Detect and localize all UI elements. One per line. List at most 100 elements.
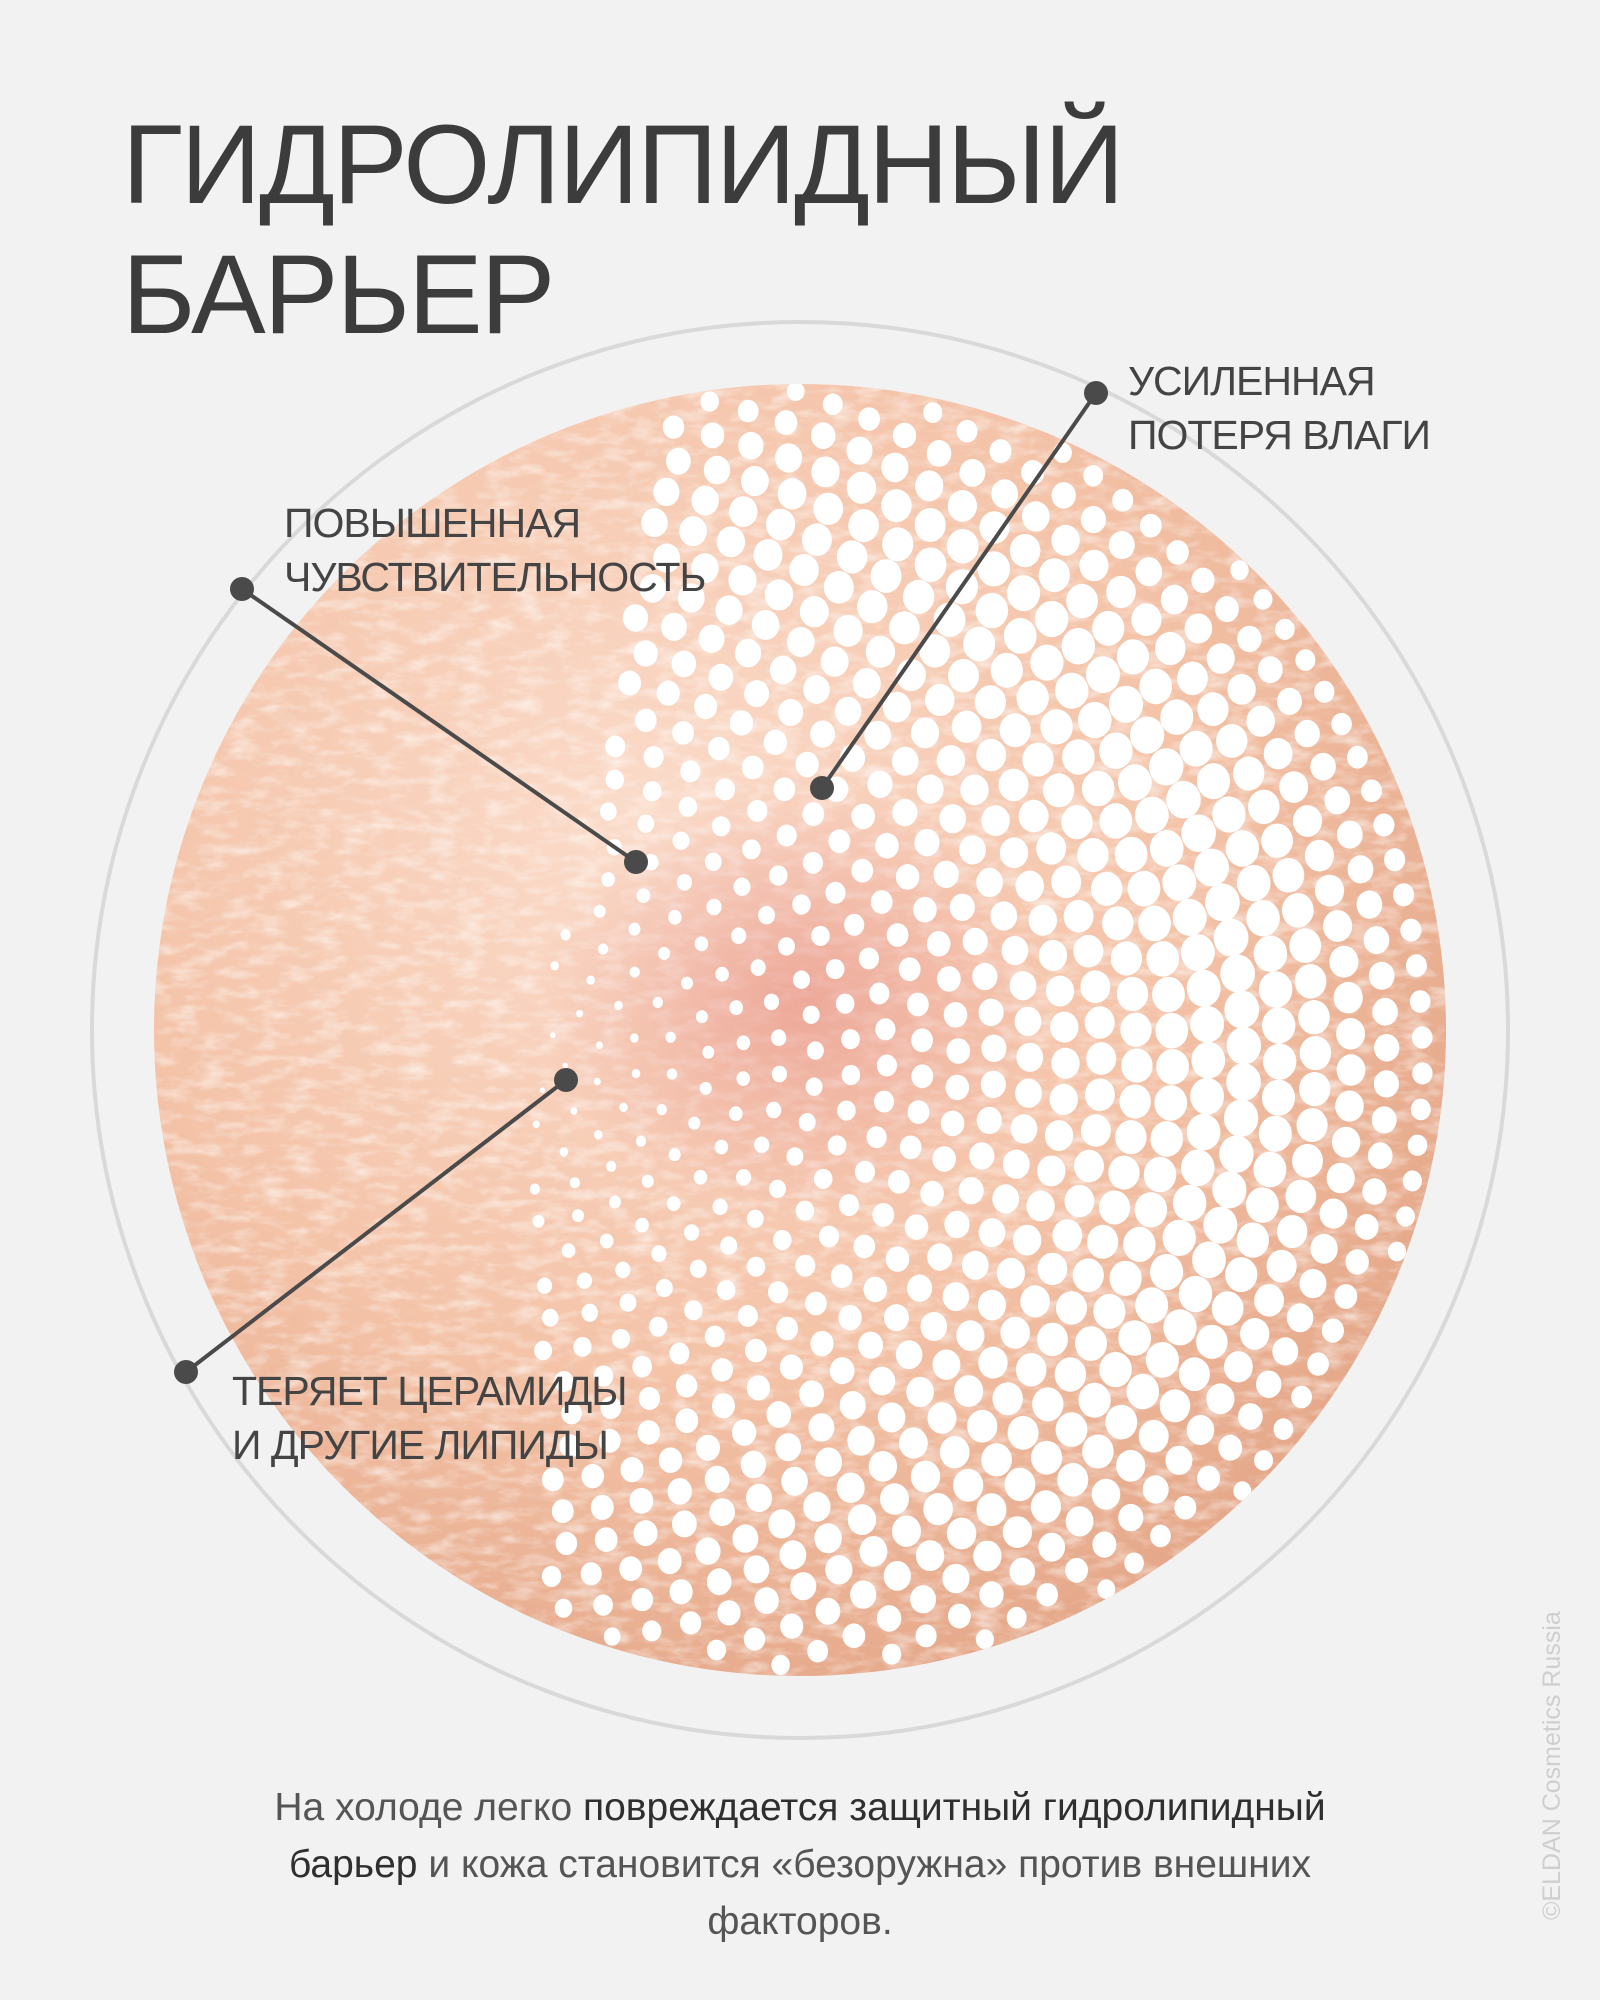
- caption-emphasis: повреждается защитный гидролипидный барь…: [288, 1786, 1326, 1886]
- halftone-dot: [766, 508, 796, 541]
- halftone-dot: [820, 646, 849, 677]
- halftone-dot: [802, 802, 825, 826]
- callout-moisture-line-2: ПОТЕРЯ ВЛАГИ: [1128, 412, 1431, 458]
- halftone-dot: [1220, 954, 1255, 993]
- halftone-dot: [906, 1376, 934, 1408]
- halftone-dot: [742, 839, 761, 860]
- halftone-dot: [867, 770, 893, 798]
- halftone-dot: [940, 1110, 965, 1137]
- halftone-dot: [586, 975, 595, 985]
- halftone-dot: [1402, 1170, 1422, 1192]
- halftone-dot: [1186, 1113, 1221, 1151]
- halftone-dot: [975, 1629, 995, 1650]
- halftone-dot: [805, 1291, 827, 1316]
- halftone-dot: [638, 1387, 661, 1410]
- halftone-dot: [614, 1000, 623, 1011]
- halftone-dot: [1275, 618, 1295, 640]
- halftone-dot: [1051, 1047, 1080, 1079]
- halftone-dot: [620, 1457, 644, 1483]
- halftone-dot: [838, 1194, 860, 1217]
- halftone-dot: [1212, 796, 1246, 833]
- halftone-dot: [1009, 533, 1041, 568]
- halftone-dot: [1038, 939, 1068, 971]
- callout-lipids: [174, 1068, 578, 1384]
- halftone-dot: [996, 1257, 1025, 1289]
- halftone-dot: [1347, 745, 1368, 769]
- halftone-dot: [1215, 596, 1239, 623]
- halftone-dot: [779, 1540, 807, 1570]
- halftone-dot: [999, 713, 1031, 748]
- halftone-dot: [1149, 748, 1184, 786]
- halftone-dot: [716, 526, 746, 558]
- halftone-dot: [681, 976, 693, 990]
- halftone-dot: [947, 490, 978, 522]
- halftone-dot: [1166, 540, 1189, 565]
- halftone-dot: [844, 913, 865, 936]
- halftone-dot: [1367, 1142, 1393, 1170]
- halftone-dot: [653, 477, 680, 507]
- halftone-dot: [551, 1499, 574, 1524]
- halftone-dot: [1319, 1198, 1348, 1229]
- halftone-dot: [1227, 674, 1256, 705]
- halftone-dot: [635, 1217, 649, 1233]
- halftone-dot: [1150, 1121, 1183, 1157]
- halftone-dot: [806, 1041, 824, 1060]
- halftone-dot: [750, 959, 766, 976]
- halftone-dot: [656, 680, 680, 706]
- halftone-dot: [846, 471, 877, 504]
- halftone-dot: [541, 1565, 562, 1587]
- halftone-dot: [974, 685, 1007, 720]
- halftone-dot: [669, 1342, 690, 1365]
- halftone-dot: [1146, 941, 1180, 977]
- halftone-dot: [1040, 709, 1073, 745]
- halftone-dot: [1138, 1420, 1169, 1453]
- halftone-dot: [729, 1106, 743, 1122]
- halftone-dot: [926, 440, 952, 467]
- halftone-dot: [632, 1355, 653, 1378]
- halftone-dot: [1400, 918, 1422, 942]
- halftone-dot: [1155, 1012, 1189, 1049]
- halftone-dot: [1237, 864, 1271, 902]
- halftone-dot: [771, 1065, 788, 1083]
- halftone-dot: [1291, 1385, 1312, 1409]
- halftone-dot: [967, 1409, 998, 1443]
- halftone-dot: [635, 708, 657, 733]
- halftone-dot: [830, 1264, 853, 1288]
- halftone-dot: [581, 1303, 599, 1322]
- halftone-dot: [1162, 1219, 1196, 1257]
- halftone-dot: [976, 1493, 1007, 1527]
- halftone-dot: [675, 1408, 699, 1434]
- halftone-dot: [978, 1346, 1008, 1379]
- halftone-dot: [753, 539, 783, 571]
- halftone-dot: [1115, 1120, 1147, 1155]
- halftone-dot: [1277, 1214, 1308, 1249]
- halftone-dot: [1326, 1162, 1355, 1194]
- halftone-dot: [1237, 625, 1262, 653]
- callout-moisture: [810, 381, 1108, 800]
- halftone-dot: [751, 609, 780, 640]
- halftone-dot: [643, 781, 662, 802]
- halftone-dot: [1065, 1506, 1094, 1537]
- halftone-dot: [1120, 1012, 1152, 1047]
- halftone-dot: [1368, 961, 1395, 990]
- halftone-dot: [1112, 488, 1134, 512]
- halftone-dot: [717, 1600, 741, 1626]
- halftone-dot: [736, 1035, 751, 1051]
- halftone-dot: [581, 1463, 604, 1489]
- halftone-dot: [853, 1234, 876, 1259]
- halftone-dot: [866, 1126, 887, 1149]
- halftone-dot: [1186, 969, 1221, 1007]
- halftone-dot: [639, 574, 666, 603]
- halftone-dot: [629, 966, 640, 978]
- halftone-dot: [870, 559, 902, 593]
- halftone-dot: [1277, 687, 1302, 715]
- halftone-dot: [573, 1336, 592, 1357]
- halftone-dot: [990, 901, 1018, 931]
- halftone-dot: [672, 1510, 697, 1538]
- halftone-dot: [827, 1135, 847, 1156]
- halftone-dot: [651, 1245, 667, 1262]
- halftone-dot: [606, 1160, 617, 1172]
- callout-lipids-line-1: ТЕРЯЕТ ЦЕРАМИДЫ: [232, 1368, 628, 1414]
- halftone-dot: [873, 1090, 895, 1113]
- halftone-dot: [892, 422, 917, 449]
